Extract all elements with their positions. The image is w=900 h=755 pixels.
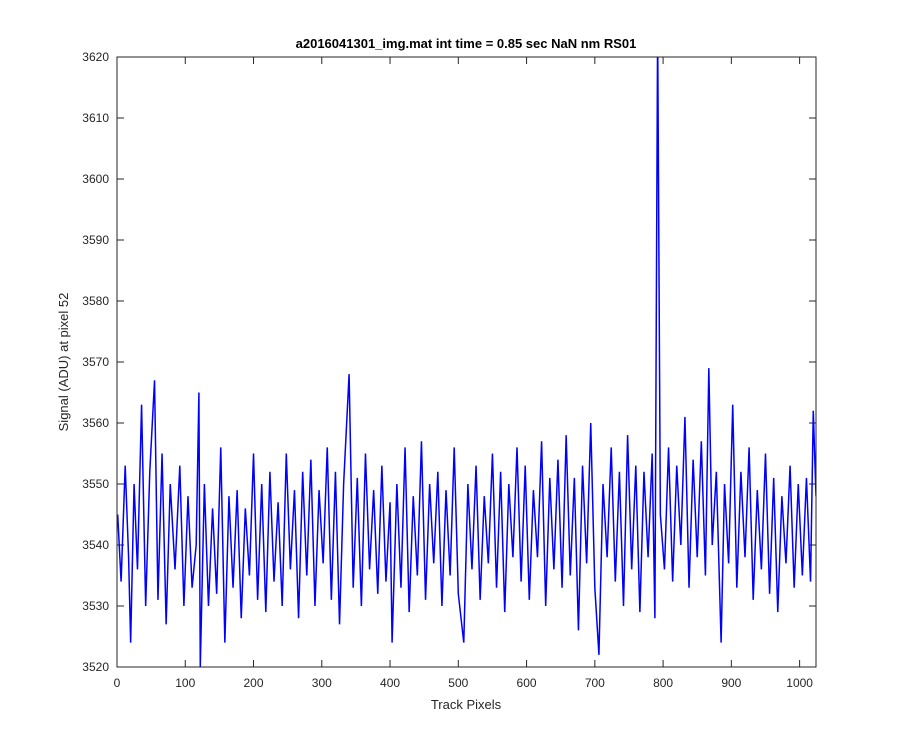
x-tick-label: 1000 xyxy=(786,676,813,690)
y-tick-label: 3530 xyxy=(82,599,109,613)
x-tick-label: 500 xyxy=(448,676,468,690)
y-tick-label: 3580 xyxy=(82,294,109,308)
y-tick-label: 3520 xyxy=(82,660,109,674)
x-tick-label: 600 xyxy=(517,676,537,690)
x-tick-label: 0 xyxy=(114,676,121,690)
y-tick-label: 3540 xyxy=(82,538,109,552)
x-tick-label: 800 xyxy=(653,676,673,690)
y-axis-label: Signal (ADU) at pixel 52 xyxy=(56,293,71,432)
x-tick-label: 400 xyxy=(380,676,400,690)
plot-area xyxy=(117,57,816,667)
y-tick-label: 3600 xyxy=(82,172,109,186)
x-tick-label: 900 xyxy=(721,676,741,690)
y-tick-label: 3550 xyxy=(82,477,109,491)
x-tick-label: 700 xyxy=(585,676,605,690)
x-tick-label: 100 xyxy=(175,676,195,690)
y-tick-label: 3560 xyxy=(82,416,109,430)
chart-title: a2016041301_img.mat int time = 0.85 sec … xyxy=(296,36,637,51)
y-tick-label: 3610 xyxy=(82,111,109,125)
x-tick-label: 300 xyxy=(312,676,332,690)
axes-box xyxy=(116,56,817,668)
y-tick-label: 3570 xyxy=(82,355,109,369)
x-tick-label: 200 xyxy=(244,676,264,690)
x-axis-label: Track Pixels xyxy=(431,697,502,712)
data-line xyxy=(117,57,816,667)
y-tick-label: 3620 xyxy=(82,50,109,64)
y-tick-label: 3590 xyxy=(82,233,109,247)
